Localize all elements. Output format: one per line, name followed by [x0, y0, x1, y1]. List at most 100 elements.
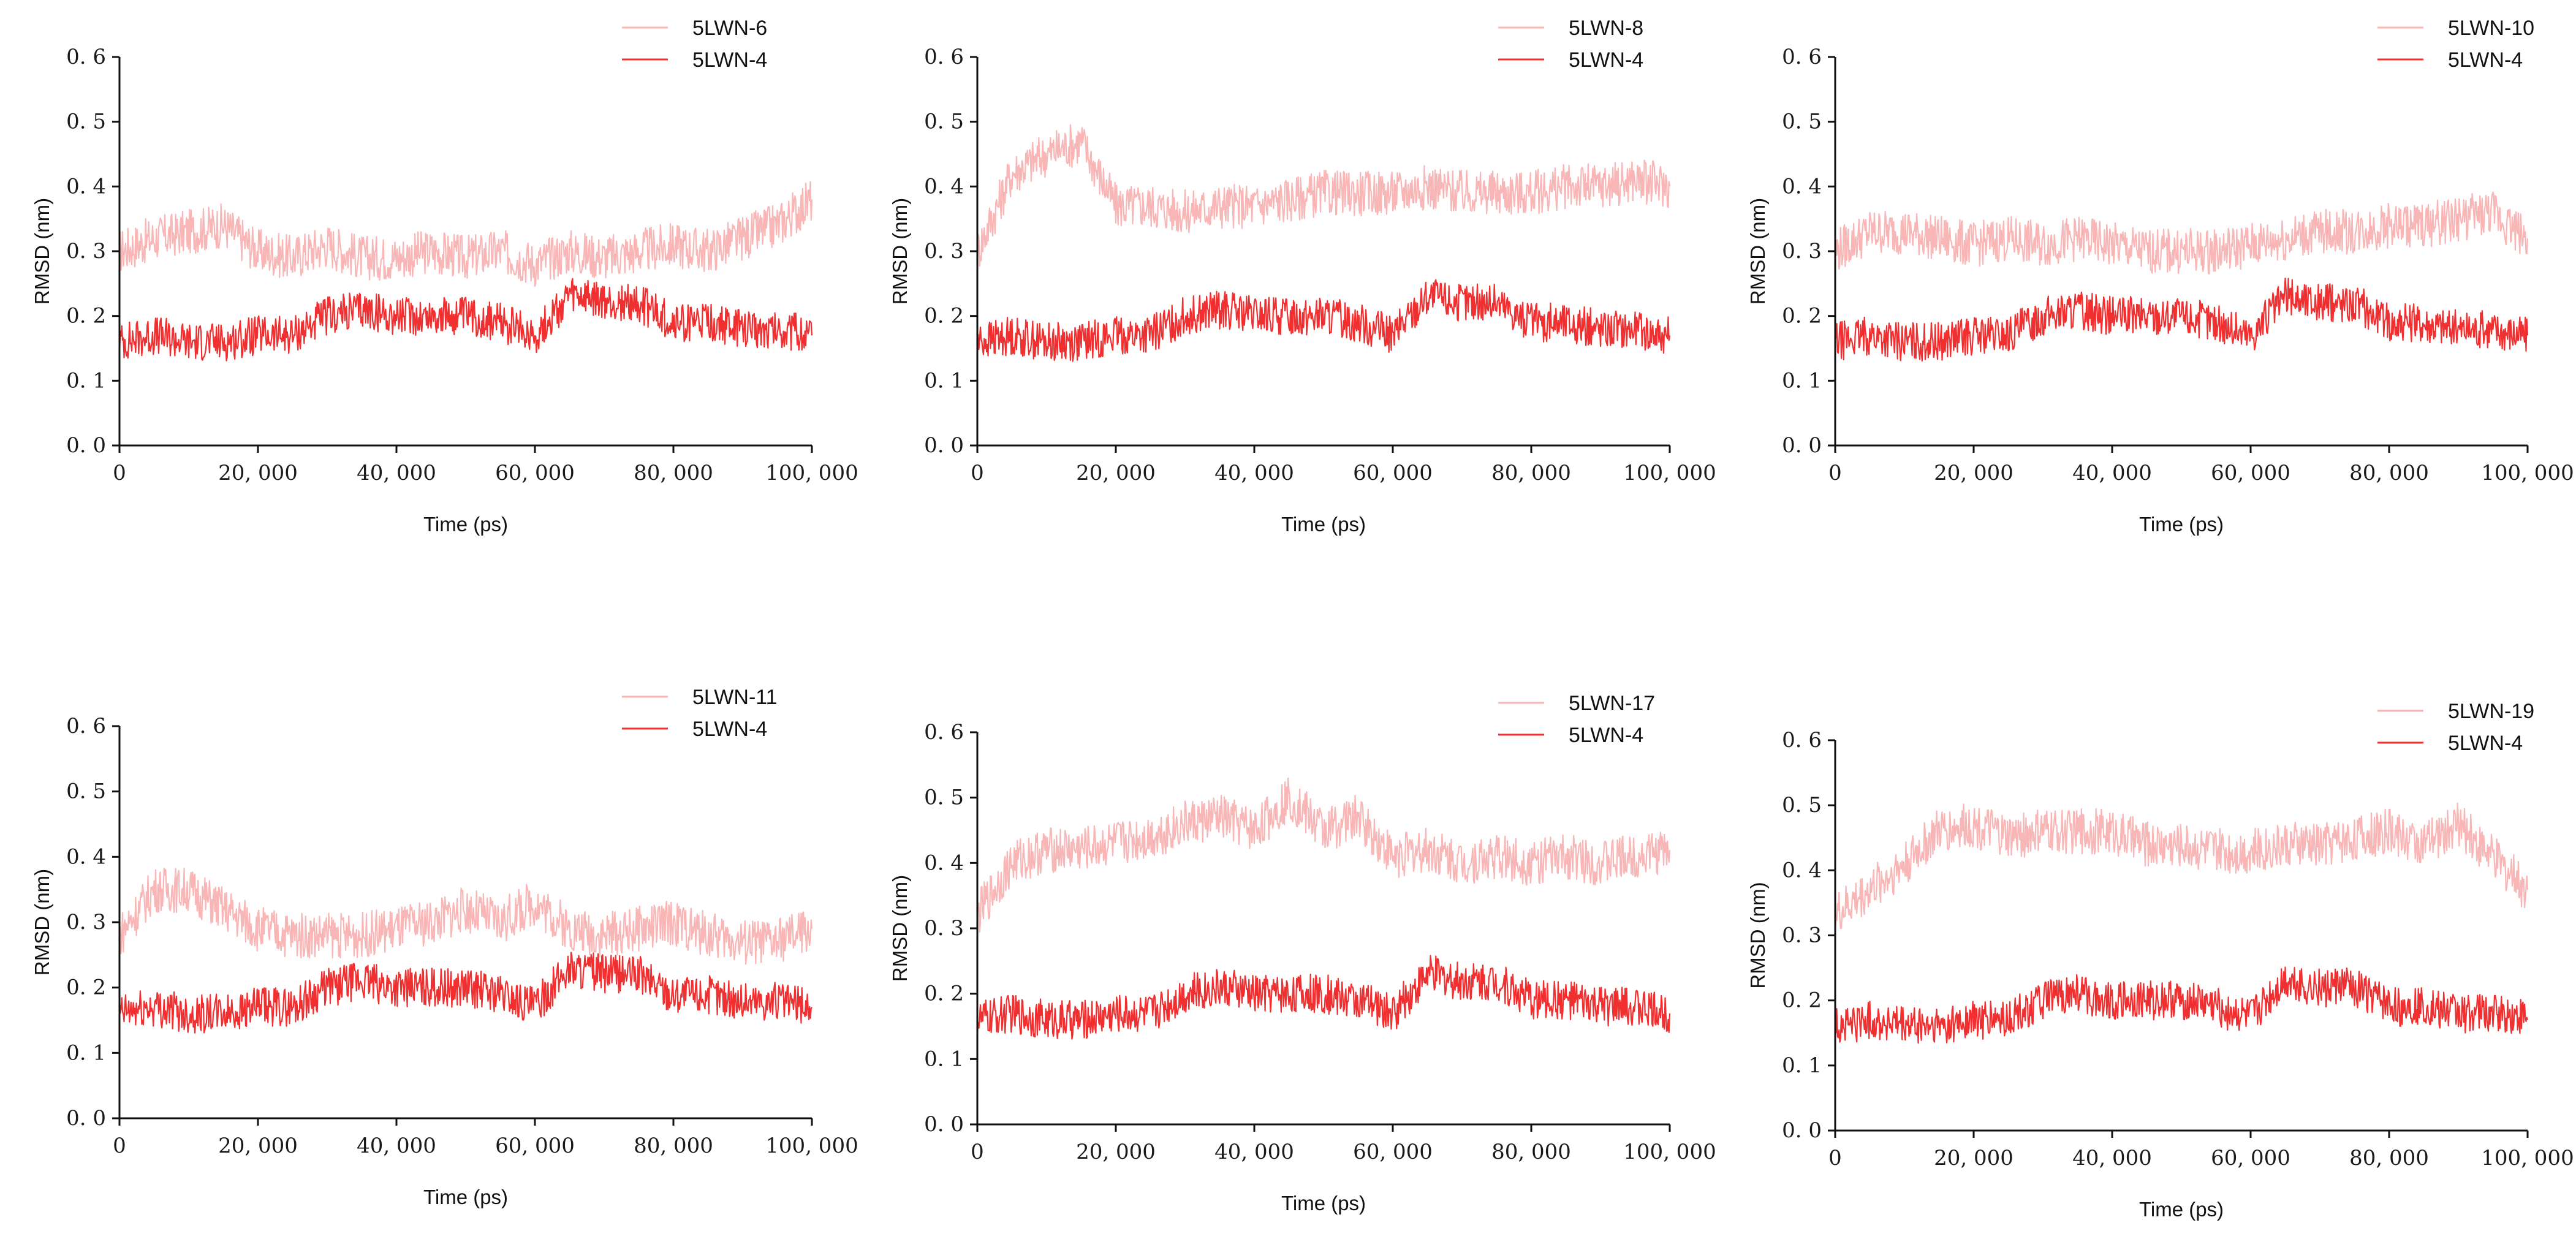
y-tick-label: 0. 4	[1782, 174, 1822, 199]
y-tick-label: 0. 0	[924, 433, 964, 458]
y-tick-label: 0. 4	[924, 851, 964, 875]
x-tick-label: 40, 000	[1214, 461, 1294, 485]
x-tick-label: 20, 000	[218, 461, 298, 485]
y-tick-label: 0. 1	[924, 368, 964, 393]
x-tick-label: 100, 000	[2481, 461, 2574, 485]
legend-label: 5LWN-17	[1569, 692, 1655, 715]
x-axis-title: Time (ps)	[1281, 513, 1366, 536]
x-tick-label: 100, 000	[2481, 1146, 2574, 1170]
x-tick-label: 0	[971, 461, 984, 485]
x-tick-label: 60, 000	[1353, 1140, 1433, 1164]
series-line-5lwn-4	[118, 952, 813, 1034]
x-tick-label: 0	[113, 1134, 126, 1158]
legend-label: 5LWN-8	[1569, 17, 1643, 40]
y-tick-label: 0. 3	[66, 239, 106, 263]
x-tick-label: 60, 000	[495, 461, 575, 485]
y-tick-label: 0. 2	[1782, 988, 1822, 1013]
y-tick-label: 0. 3	[924, 916, 964, 941]
x-tick-label: 40, 000	[1214, 1140, 1294, 1164]
y-tick-label: 0. 3	[1782, 923, 1822, 948]
y-tick-label: 0. 6	[66, 714, 106, 738]
series-line-5lwn-4	[118, 278, 813, 362]
y-axis-title: RMSD (nm)	[31, 869, 53, 976]
x-tick-label: 40, 000	[357, 1134, 436, 1158]
x-tick-label: 80, 000	[2349, 461, 2429, 485]
x-tick-label: 80, 000	[1491, 461, 1571, 485]
y-tick-label: 0. 6	[924, 45, 964, 69]
y-tick-label: 0. 3	[66, 910, 106, 934]
y-tick-label: 0. 0	[66, 433, 106, 458]
chart-panel-2: 0. 0 0. 1 0. 2 0. 3 0. 4 0. 5 0. 6 0 20, 000 40, …	[888, 17, 1716, 536]
x-axis-title: Time (ps)	[2139, 513, 2224, 536]
y-tick-label: 0. 2	[924, 304, 964, 328]
y-tick-label: 0. 1	[66, 1040, 106, 1065]
x-tick-label: 0	[1828, 1146, 1842, 1170]
y-tick-label: 0. 1	[66, 368, 106, 393]
y-tick-label: 0. 2	[66, 976, 106, 1000]
y-tick-label: 0. 4	[66, 844, 106, 869]
chart-panel-3: 0. 0 0. 1 0. 2 0. 3 0. 4 0. 5 0. 6 0 20, 000 40, …	[1746, 17, 2574, 536]
y-tick-label: 0. 0	[66, 1106, 106, 1131]
y-tick-label: 0. 5	[66, 110, 106, 134]
legend-label: 5LWN-6	[692, 17, 767, 40]
x-tick-label: 20, 000	[1934, 1146, 2013, 1170]
series-line-5lwn-11	[118, 867, 813, 965]
x-tick-label: 100, 000	[765, 461, 858, 485]
y-tick-label: 0. 1	[1782, 1053, 1822, 1078]
y-axis-title: RMSD (nm)	[888, 198, 911, 305]
y-axis-title: RMSD (nm)	[1746, 882, 1769, 988]
chart-panel-6: 0. 0 0. 1 0. 2 0. 3 0. 4 0. 5 0. 6 0 20, 000 40, …	[1746, 700, 2574, 1221]
x-tick-label: 60, 000	[2211, 461, 2290, 485]
y-tick-label: 0. 0	[1782, 433, 1822, 458]
x-tick-label: 60, 000	[495, 1134, 575, 1158]
x-tick-label: 80, 000	[2349, 1146, 2429, 1170]
y-tick-label: 0. 5	[924, 786, 964, 810]
y-tick-label: 0. 6	[924, 720, 964, 745]
series-line-5lwn-4	[976, 955, 1671, 1040]
chart-panel-4: 0. 0 0. 1 0. 2 0. 3 0. 4 0. 5 0. 6 0 20, 000 40, …	[31, 686, 858, 1208]
legend-label: 5LWN-10	[2448, 17, 2534, 40]
x-tick-label: 0	[971, 1140, 984, 1164]
chart-panel-5: 0. 0 0. 1 0. 2 0. 3 0. 4 0. 5 0. 6 0 20, 000 40, …	[888, 692, 1716, 1214]
series-line-5lwn-19	[1834, 802, 2529, 936]
x-tick-label: 40, 000	[357, 461, 436, 485]
legend-label: 5LWN-11	[692, 686, 778, 709]
x-tick-label: 80, 000	[634, 1134, 713, 1158]
y-tick-label: 0. 2	[924, 982, 964, 1006]
x-tick-label: 0	[113, 461, 126, 485]
x-tick-label: 20, 000	[1076, 461, 1156, 485]
y-tick-label: 0. 5	[924, 110, 964, 134]
x-tick-label: 80, 000	[1491, 1140, 1571, 1164]
y-tick-label: 0. 5	[1782, 793, 1822, 817]
x-tick-label: 40, 000	[2072, 461, 2152, 485]
x-axis-title: Time (ps)	[1281, 1192, 1366, 1214]
x-tick-label: 100, 000	[1623, 461, 1716, 485]
y-tick-label: 0. 6	[66, 45, 106, 69]
y-tick-label: 0. 5	[1782, 110, 1822, 134]
y-tick-label: 0. 4	[924, 174, 964, 199]
x-tick-label: 100, 000	[765, 1134, 858, 1158]
x-axis-title: Time (ps)	[423, 513, 508, 536]
y-tick-label: 0. 0	[1782, 1118, 1822, 1143]
series-line-5lwn-17	[976, 777, 1671, 933]
series-line-5lwn-4	[976, 279, 1671, 362]
y-tick-label: 0. 2	[1782, 304, 1822, 328]
series-line-5lwn-10	[1834, 191, 2529, 275]
y-axis-title: RMSD (nm)	[888, 875, 911, 982]
legend-label: 5LWN-4	[692, 48, 767, 72]
x-tick-label: 0	[1828, 461, 1842, 485]
y-tick-label: 0. 5	[66, 779, 106, 804]
y-tick-label: 0. 2	[66, 304, 106, 328]
x-tick-label: 20, 000	[1934, 461, 2013, 485]
y-tick-label: 0. 6	[1782, 728, 1822, 752]
y-tick-label: 0. 0	[924, 1112, 964, 1137]
x-tick-label: 20, 000	[218, 1134, 298, 1158]
series-line-5lwn-8	[976, 124, 1671, 268]
y-axis-title: RMSD (nm)	[1746, 198, 1769, 305]
series-line-5lwn-4	[1835, 278, 2529, 362]
x-tick-label: 40, 000	[2072, 1146, 2152, 1170]
y-tick-label: 0. 4	[66, 174, 106, 199]
y-tick-label: 0. 1	[924, 1047, 964, 1071]
y-tick-label: 0. 1	[1782, 368, 1822, 393]
